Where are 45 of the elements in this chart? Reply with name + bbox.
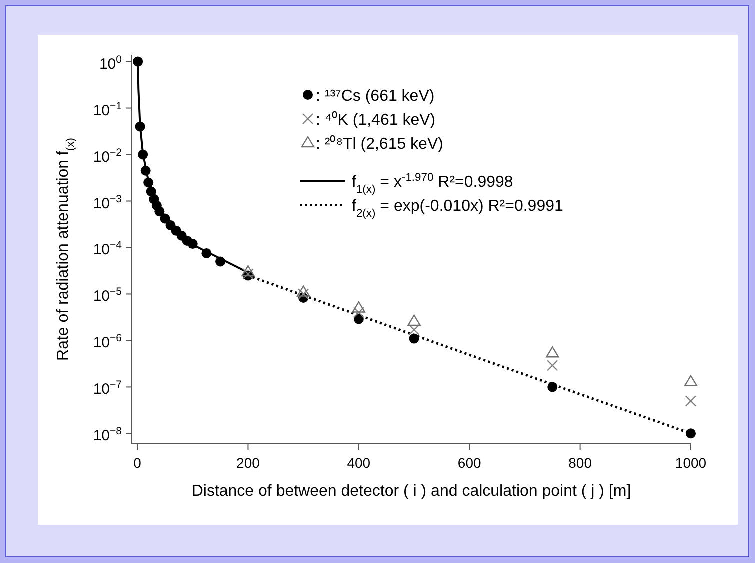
y-tick-label: 10$^{−5}$ <box>93 286 122 306</box>
point <box>409 334 420 344</box>
point <box>135 122 146 132</box>
x-tick-label: 600 <box>458 455 482 471</box>
point <box>140 166 151 176</box>
point <box>202 248 212 259</box>
point <box>144 178 154 188</box>
y-tick-label: 10$^{−2}$ <box>93 146 122 166</box>
point <box>154 206 165 217</box>
legend-label: : ²⁰⁸Tl (2,615 keV) <box>316 135 444 153</box>
y-tick-label: 10$^{−1}$ <box>93 100 122 120</box>
legend-label: : ¹³⁷Cs (661 keV) <box>316 88 435 105</box>
x-axis-title: Distance of between detector ( i ) and calculation point ( j ) [m] <box>192 483 632 500</box>
point <box>298 288 310 300</box>
point <box>352 302 366 313</box>
point <box>133 56 144 67</box>
y-tick-label: 10$^{−3}$ <box>93 193 122 212</box>
y-tick-label: 10$^{−4}$ <box>93 240 122 259</box>
point <box>408 324 420 336</box>
point <box>216 256 226 267</box>
x-tick-label: 1000 <box>675 455 707 471</box>
point <box>138 150 148 160</box>
x-tick-label: 200 <box>236 455 260 471</box>
point <box>160 214 170 224</box>
point <box>188 239 198 250</box>
legend-label: f$_{1(x)}$ = x$^{-1.970}$ R²=0.9998 <box>352 172 514 196</box>
point <box>408 314 421 326</box>
y-tick-label: 10$^{0}$ <box>99 54 122 73</box>
y-tick-label: 10$^{−8}$ <box>93 426 122 445</box>
point <box>242 265 255 277</box>
point <box>684 375 698 387</box>
point <box>548 382 558 392</box>
point <box>353 307 365 318</box>
legend-label: : ⁴⁰K (1,461 keV) <box>316 111 436 129</box>
x-tick-label: 400 <box>347 455 371 471</box>
point <box>686 428 696 439</box>
y-tick-label: 10$^{−7}$ <box>93 379 122 398</box>
point <box>546 346 560 358</box>
point <box>296 286 310 297</box>
legend-label: f$_{2(x)}$ = exp(-0.010x) R²=0.9991 <box>352 198 564 220</box>
y-tick-label: 10$^{−6}$ <box>93 332 122 352</box>
x-tick-label: 800 <box>568 455 592 471</box>
point <box>685 396 697 407</box>
x-tick-label: 0 <box>134 455 142 471</box>
point <box>547 360 558 372</box>
